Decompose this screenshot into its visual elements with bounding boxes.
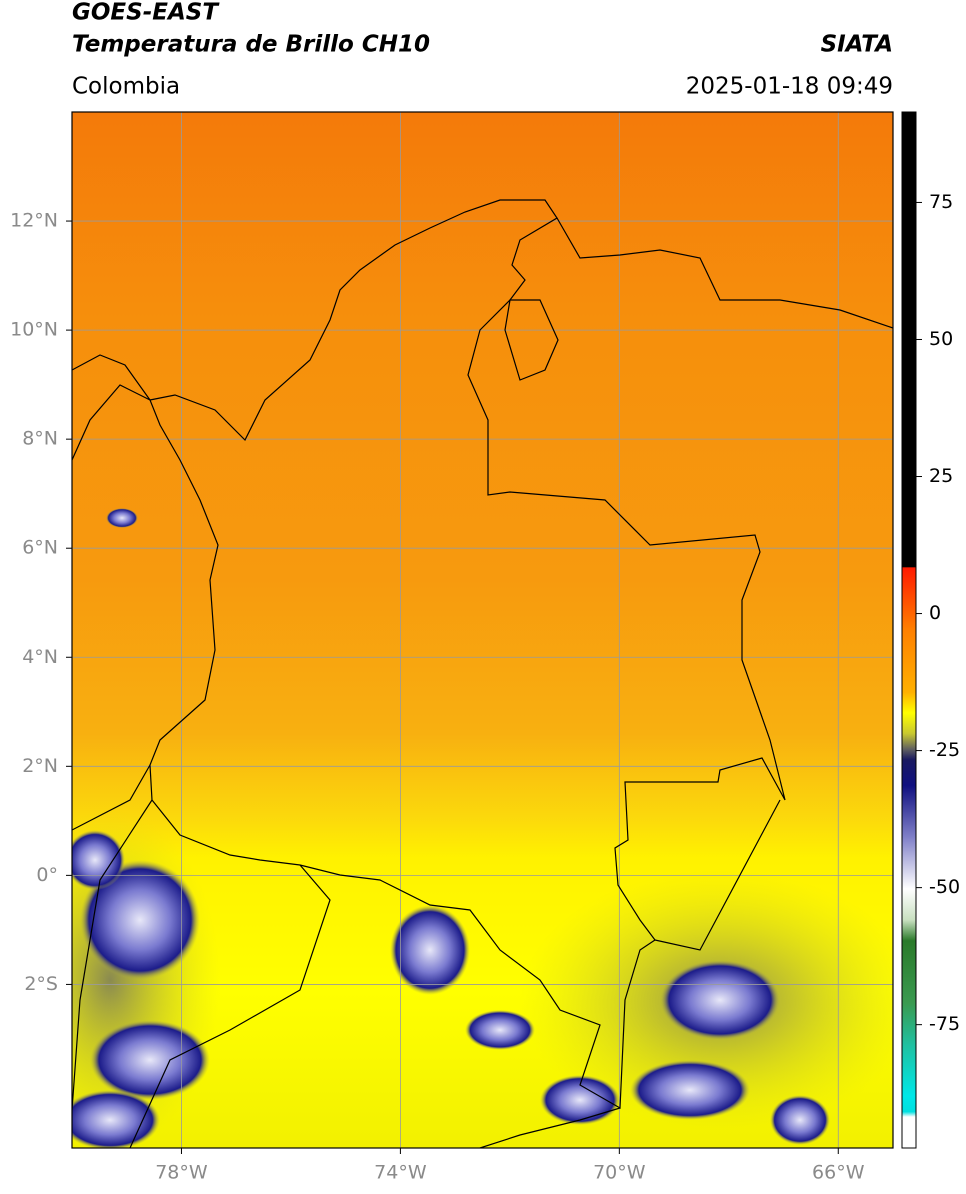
y-tick-label: 0° bbox=[36, 864, 58, 886]
x-tick-label: 74°W bbox=[374, 1162, 427, 1184]
colorbar-tick-label: -50 bbox=[929, 876, 960, 898]
colorbar-tick-label: -75 bbox=[929, 1013, 960, 1035]
colorbar-tick-label: 75 bbox=[929, 191, 953, 213]
y-tick-label: 10°N bbox=[10, 319, 58, 341]
y-tick-label: 8°N bbox=[22, 428, 58, 450]
grid bbox=[72, 112, 893, 1148]
colorbar-tick-label: 50 bbox=[929, 328, 953, 350]
subtitle: Temperatura de Brillo CH10 bbox=[72, 32, 430, 58]
title: GOES-EAST bbox=[72, 0, 220, 26]
region: Colombia bbox=[72, 74, 180, 100]
colorbar bbox=[901, 111, 917, 1149]
y-tick-label: 4°N bbox=[22, 646, 58, 668]
datetime: 2025-01-18 09:49 bbox=[686, 74, 893, 100]
x-tick-label: 66°W bbox=[812, 1162, 865, 1184]
y-tick-label: 6°N bbox=[22, 537, 58, 559]
colorbar-tick-label: 0 bbox=[929, 602, 941, 624]
source: SIATA bbox=[821, 32, 893, 58]
borders bbox=[72, 199, 893, 1148]
y-tick-label: 2°S bbox=[24, 973, 58, 995]
x-tick-label: 78°W bbox=[155, 1162, 208, 1184]
map-imagery bbox=[72, 112, 893, 1148]
y-tick-label: 12°N bbox=[10, 210, 58, 232]
map-frame bbox=[71, 111, 894, 1149]
colorbar-tick-label: -25 bbox=[929, 739, 960, 761]
y-tick-label: 2°N bbox=[22, 755, 58, 777]
colorbar-tick-label: 25 bbox=[929, 465, 953, 487]
x-tick-label: 70°W bbox=[593, 1162, 646, 1184]
